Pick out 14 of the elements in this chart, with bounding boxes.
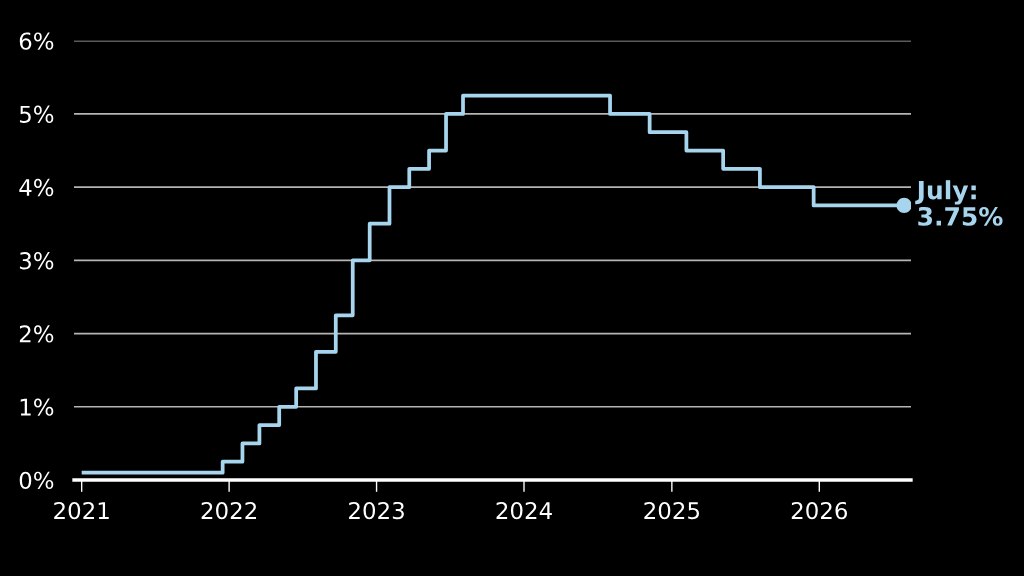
y-tick-label: 5% — [19, 105, 54, 123]
y-tick-label: 0% — [19, 471, 54, 490]
x-tick-label: 2023 — [349, 501, 404, 520]
y-tick-label: 4% — [19, 178, 54, 197]
y-tick-label: 1% — [20, 398, 54, 416]
x-tick-label: 2026 — [791, 501, 848, 520]
y-tick-label: 6% — [19, 32, 54, 50]
x-tick-label: 2024 — [496, 501, 552, 520]
x-tick-label: 2022 — [201, 501, 256, 520]
x-tick-label: 2021 — [54, 501, 109, 520]
y-tick-label: 3% — [19, 252, 54, 270]
x-tick-label: 2025 — [644, 501, 700, 520]
annotation: July: 3.75% — [915, 180, 1003, 226]
y-tick-label: 2% — [19, 325, 54, 343]
